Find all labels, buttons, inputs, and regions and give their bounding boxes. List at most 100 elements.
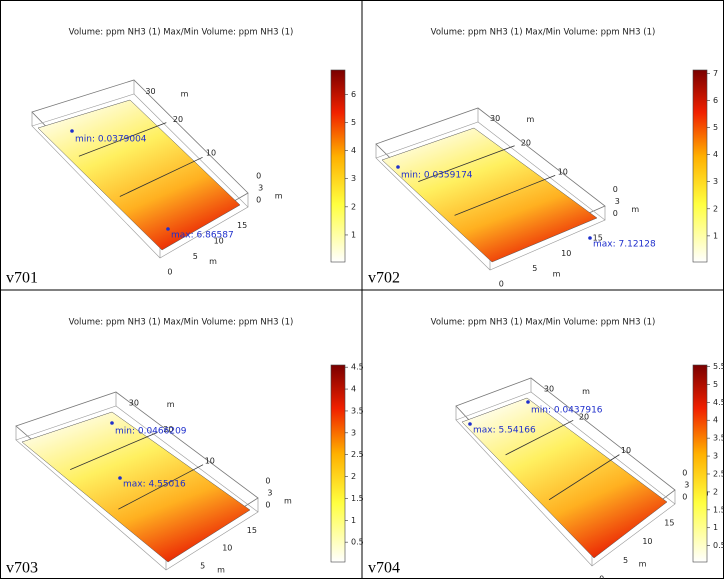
axis-label: 0	[256, 195, 261, 204]
max-marker	[588, 236, 592, 240]
axis-label: m	[275, 191, 283, 200]
colorbar-tick-label: 5	[713, 123, 718, 132]
axis-label: 15	[664, 518, 674, 527]
panel-label: v702	[368, 270, 400, 287]
colorbar-tick-label: 2	[351, 202, 356, 211]
colorbar-tick-label: 2.5	[713, 469, 724, 478]
axis-label: m	[639, 560, 647, 569]
axis-label: 0	[265, 477, 270, 486]
colorbar-tick-label: 1.5	[713, 505, 724, 514]
axis-label: m	[209, 257, 217, 266]
axis-label: 30	[544, 385, 554, 394]
colorbar-tick-label: 5.5	[713, 362, 724, 371]
max-label: max: 5.54166	[473, 426, 536, 436]
axis-label: 0	[256, 171, 261, 180]
partition	[78, 122, 167, 157]
colorbar-tick-label: 1	[351, 230, 356, 239]
axis-label: 10	[642, 537, 652, 546]
axis-label: 10	[558, 168, 568, 177]
axis-label: 20	[579, 413, 589, 422]
axis-label: 10	[205, 456, 215, 465]
slab	[37, 99, 241, 251]
axis-label: 15	[593, 234, 603, 243]
axis-label: m	[582, 387, 590, 396]
axis-label: 3	[258, 183, 263, 192]
colorbar-tick-label: 4.5	[713, 398, 724, 407]
axis-label: 30	[145, 87, 155, 96]
max-label: max: 6.86587	[171, 231, 234, 241]
partition	[70, 431, 158, 470]
axis-label: 0	[613, 185, 618, 194]
colorbar-tick-label: 2.5	[351, 450, 364, 459]
max-marker	[468, 422, 472, 426]
colorbar-tick-label: 3	[713, 452, 718, 461]
partition	[454, 175, 556, 216]
min-marker	[110, 421, 114, 425]
axis-label: 0	[682, 492, 687, 501]
axis-label: 20	[163, 425, 173, 434]
colorbar-tick-label: 6	[713, 96, 718, 105]
axis-label: 5	[200, 561, 205, 570]
axis-label: 10	[222, 544, 232, 553]
axis-label: 0	[599, 575, 604, 579]
colorbar-tick-label: 2	[351, 472, 356, 481]
max-marker	[166, 227, 170, 231]
axis-label: 3	[615, 197, 620, 206]
axis-label: 0	[499, 279, 504, 288]
partition	[418, 145, 515, 183]
axis-label: 3	[267, 489, 272, 498]
colorbar-tick-label: 3	[351, 174, 356, 183]
slab	[381, 127, 598, 263]
colorbar-tick-label: 3	[713, 177, 718, 186]
colorbar-tick-label: 0.5	[351, 538, 364, 547]
axis-label: 0	[613, 209, 618, 218]
axis-label: m	[284, 497, 292, 506]
axis-label: 20	[173, 115, 183, 124]
colorbar-tick-label: 1	[713, 231, 718, 240]
panel: Volume: ppm NH3 (1) Max/Min Volume: ppm …	[368, 318, 724, 579]
colorbar	[692, 364, 708, 563]
panel: Volume: ppm NH3 (1) Max/Min Volume: ppm …	[6, 318, 364, 579]
slab	[461, 397, 668, 559]
axis-label: 30	[490, 114, 500, 123]
colorbar	[330, 364, 346, 563]
panel-label: v704	[368, 560, 400, 577]
min-label: min: 0.0466209	[115, 427, 187, 437]
min-marker	[526, 400, 530, 404]
axis-label: m	[167, 400, 175, 409]
axis-label: m	[217, 566, 225, 575]
colorbar-tick-label: 4	[351, 146, 356, 155]
min-label: min: 0.0379004	[75, 135, 147, 145]
max-label: max: 7.12128	[593, 240, 656, 250]
colorbar-tick-label: 1	[351, 516, 356, 525]
axis-label: 20	[521, 139, 531, 148]
axis-label: 10	[214, 236, 224, 245]
axis-label: 30	[129, 398, 139, 407]
colorbar-tick-label: 1	[713, 523, 718, 532]
axis-label: 10	[621, 446, 631, 455]
axis-label: 5	[623, 556, 628, 565]
panel: Volume: ppm NH3 (1) Max/Min Volume: ppm …	[6, 28, 356, 287]
colorbar-tick-label: 4	[713, 416, 718, 425]
axis-label: 0	[265, 501, 270, 510]
axis-label: 10	[561, 249, 571, 258]
colorbar-tick-label: 1.5	[351, 494, 364, 503]
panel-title: Volume: ppm NH3 (1) Max/Min Volume: ppm …	[69, 318, 294, 328]
colorbar-tick-label: 7	[713, 69, 718, 78]
axis-label: 10	[206, 149, 216, 158]
min-label: min: 0.0437916	[531, 406, 603, 416]
axis-label: 15	[237, 221, 247, 230]
panel-title: Volume: ppm NH3 (1) Max/Min Volume: ppm …	[69, 28, 294, 38]
colorbar-tick-label: 6	[351, 90, 356, 99]
axis-label: m	[181, 89, 189, 98]
max-label: max: 4.55016	[123, 480, 186, 490]
axis-label: m	[527, 115, 535, 124]
partition	[505, 419, 574, 456]
colorbar-tick-label: 4	[713, 150, 718, 159]
colorbar-tick-label: 5	[351, 118, 356, 127]
partition	[119, 156, 203, 197]
colorbar-tick-label: 4	[351, 385, 356, 394]
colorbar-tick-label: 3.5	[713, 434, 724, 443]
slab	[21, 411, 251, 563]
